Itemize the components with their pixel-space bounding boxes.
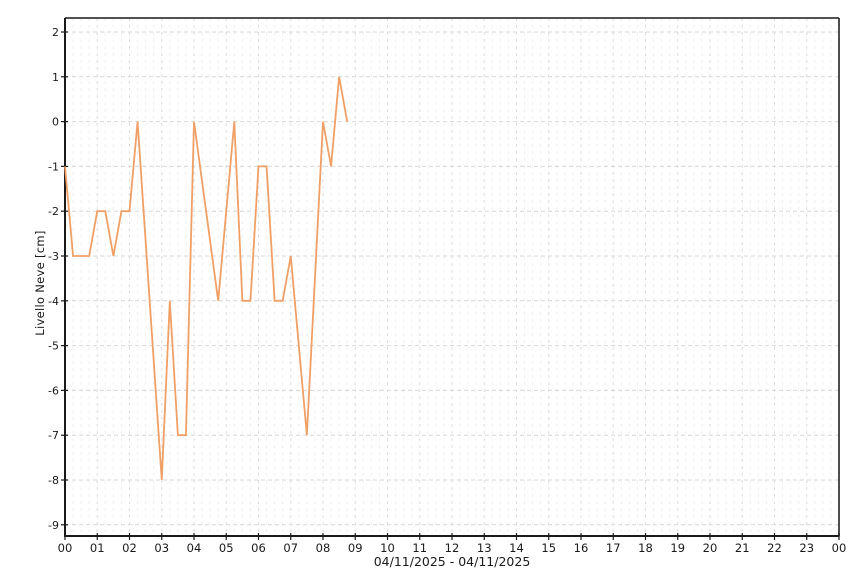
- grid-vertical-minor: [72, 18, 832, 536]
- x-tick-label: 10: [380, 541, 395, 555]
- x-tick-label: 21: [735, 541, 750, 555]
- x-tick-label: 00: [58, 541, 73, 555]
- x-tick-label: 22: [767, 541, 782, 555]
- y-tick-label: -5: [48, 340, 59, 353]
- x-axis-date-label: 04/11/2025 - 04/11/2025: [373, 554, 531, 569]
- x-tick-label: 20: [703, 541, 718, 555]
- y-tick-label: -3: [48, 250, 59, 263]
- plot-border: [65, 17, 840, 536]
- y-axis-title: Livello Neve [cm]: [33, 230, 47, 336]
- x-tick-label: 06: [251, 541, 266, 555]
- x-tick-label: 01: [90, 541, 105, 555]
- series-livello-neve: [64, 76, 349, 481]
- x-tick-label: 17: [606, 541, 621, 555]
- x-tick-label: 07: [283, 541, 298, 555]
- y-tick-label: -2: [48, 205, 59, 218]
- y-tick-label: -8: [48, 474, 59, 487]
- y-tick-labels: 2 1 0 -1 -2 -3 -4 -5 -6 -7 -8 -9: [48, 26, 59, 532]
- y-tick-label: -1: [48, 160, 59, 173]
- y-tick-label: -7: [48, 429, 59, 442]
- x-tick-label: 16: [574, 541, 589, 555]
- x-tick-label: 18: [638, 541, 653, 555]
- x-tick-label: 08: [316, 541, 331, 555]
- x-tick-label: 02: [122, 541, 137, 555]
- x-tick-label: 00: [832, 541, 847, 555]
- y-tick-label: -4: [48, 295, 59, 308]
- x-tick-label: 03: [154, 541, 169, 555]
- series-line: [64, 76, 349, 481]
- y-tick-label: -9: [48, 519, 59, 532]
- x-tick-label: 14: [509, 541, 524, 555]
- x-tick-label: 05: [219, 541, 234, 555]
- x-tick-label: 13: [477, 541, 492, 555]
- axis-ticks: [61, 31, 840, 540]
- x-tick-label: 23: [799, 541, 814, 555]
- x-tick-label: 12: [445, 541, 460, 555]
- x-tick-label: 09: [348, 541, 363, 555]
- y-tick-label: 2: [52, 26, 59, 39]
- grid-horizontal: [65, 31, 839, 526]
- x-tick-label: 19: [670, 541, 685, 555]
- x-tick-labels: 00 01 02 03 04 05 06 07 08 09 10 11 12 13 14 15 16 17 18 19…: [58, 541, 847, 555]
- x-tick-label: 11: [412, 541, 427, 555]
- x-tick-label: 04: [187, 541, 202, 555]
- y-tick-label: -6: [48, 384, 59, 397]
- grid-vertical-major: [96, 18, 808, 536]
- x-tick-label: 15: [541, 541, 556, 555]
- y-tick-label: 1: [52, 71, 59, 84]
- y-tick-label: 0: [52, 116, 59, 129]
